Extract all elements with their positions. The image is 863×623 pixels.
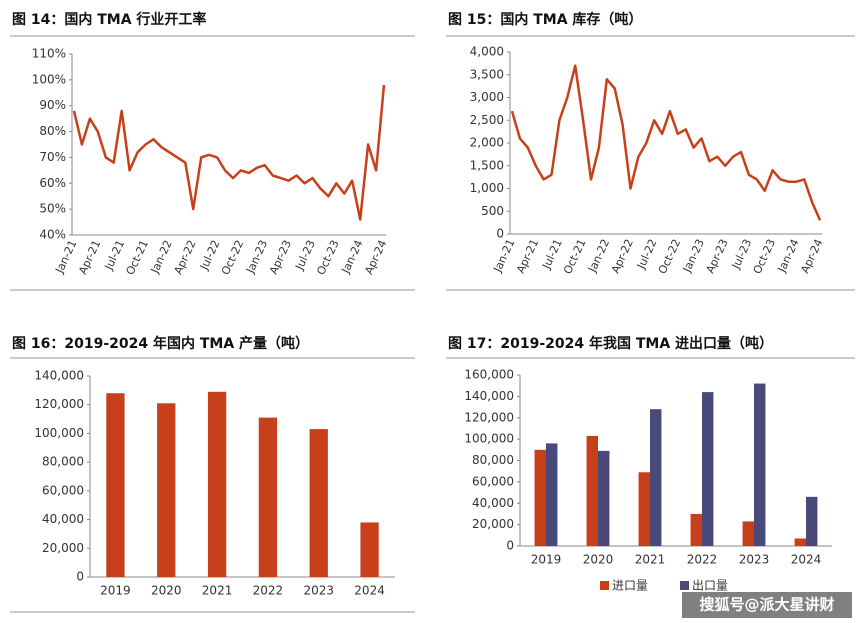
x-tick-label: 2023: [303, 584, 334, 598]
y-tick-label: 160,000: [464, 368, 514, 382]
x-tick-label: 2019: [531, 553, 562, 567]
y-tick-label: 140,000: [464, 389, 514, 403]
x-tick-label: 2024: [354, 584, 385, 598]
y-tick-label: 0: [496, 227, 504, 241]
bar: [586, 435, 598, 546]
y-tick-label: 100%: [32, 72, 66, 86]
y-tick-label: 0: [76, 570, 84, 584]
bar: [157, 403, 176, 577]
bar: [207, 391, 227, 577]
x-tick-label: 2021: [635, 553, 666, 567]
y-tick-label: 1,500: [470, 158, 504, 172]
x-tick-label: 2024: [791, 553, 822, 567]
y-tick-label: 80,000: [472, 453, 514, 467]
y-tick-label: 2,500: [470, 113, 504, 127]
x-tick-label: 2022: [253, 584, 284, 598]
y-tick-label: 60,000: [42, 483, 84, 497]
y-tick-label: 3,000: [470, 90, 504, 104]
y-tick-label: 0: [506, 539, 514, 553]
y-tick-label: 50%: [39, 202, 66, 216]
y-tick-label: 1,000: [470, 181, 504, 195]
y-tick-label: 100,000: [34, 426, 84, 440]
x-tick-label: 2022: [687, 553, 718, 567]
line: [72, 84, 386, 221]
bar: [754, 383, 766, 546]
y-tick-label: 4,000: [470, 45, 504, 59]
line: [510, 64, 822, 221]
bar: [742, 521, 754, 546]
bar: [534, 449, 546, 546]
chart-title: 图 14：国内 TMA 行业开工率: [12, 11, 206, 28]
bar: [638, 472, 650, 546]
x-tick-label: 2020: [583, 553, 614, 567]
chart-title: 图 17：2019-2024 年我国 TMA 进出口量（吨）: [448, 335, 773, 352]
y-tick-label: 100,000: [464, 432, 514, 446]
legend-swatch: [680, 581, 689, 590]
bar: [806, 496, 818, 546]
y-tick-label: 40,000: [42, 512, 84, 526]
legend-label: 进口量: [612, 579, 648, 593]
watermark: 搜狐号@派大星讲财: [699, 596, 834, 614]
bar: [598, 450, 610, 546]
y-tick-label: 90%: [39, 98, 66, 112]
y-tick-label: 3,500: [470, 67, 504, 81]
y-tick-label: 60,000: [472, 474, 514, 488]
y-tick-label: 40%: [39, 228, 66, 242]
bar: [258, 417, 278, 577]
y-tick-label: 120,000: [464, 410, 514, 424]
y-tick-label: 80,000: [42, 455, 84, 469]
x-tick-label: 2023: [739, 553, 770, 567]
x-tick-label: 2021: [202, 584, 233, 598]
legend-swatch: [600, 581, 609, 590]
y-tick-label: 110%: [32, 47, 66, 61]
y-tick-label: 20,000: [42, 541, 84, 555]
bar: [360, 522, 379, 577]
x-tick-label: 2020: [151, 584, 182, 598]
y-tick-label: 2,000: [470, 136, 504, 150]
bar: [309, 429, 328, 577]
bar: [106, 393, 125, 577]
watermark-bg: [682, 592, 852, 618]
y-tick-label: 20,000: [472, 517, 514, 531]
bar: [650, 409, 662, 546]
x-tick-label: 2019: [100, 584, 131, 598]
chart-title: 图 15：国内 TMA 库存（吨）: [448, 11, 642, 28]
y-tick-label: 80%: [39, 124, 66, 138]
bar: [702, 392, 714, 546]
chart-title: 图 16：2019-2024 年国内 TMA 产量（吨）: [12, 335, 309, 352]
bar: [690, 513, 702, 546]
legend-label: 出口量: [692, 579, 728, 593]
y-tick-label: 70%: [39, 150, 66, 164]
y-tick-label: 500: [481, 204, 504, 218]
y-tick-label: 60%: [39, 176, 66, 190]
y-tick-label: 40,000: [472, 496, 514, 510]
bar: [546, 443, 558, 546]
y-tick-label: 140,000: [34, 369, 84, 383]
bar: [794, 538, 806, 546]
y-tick-label: 120,000: [34, 397, 84, 411]
